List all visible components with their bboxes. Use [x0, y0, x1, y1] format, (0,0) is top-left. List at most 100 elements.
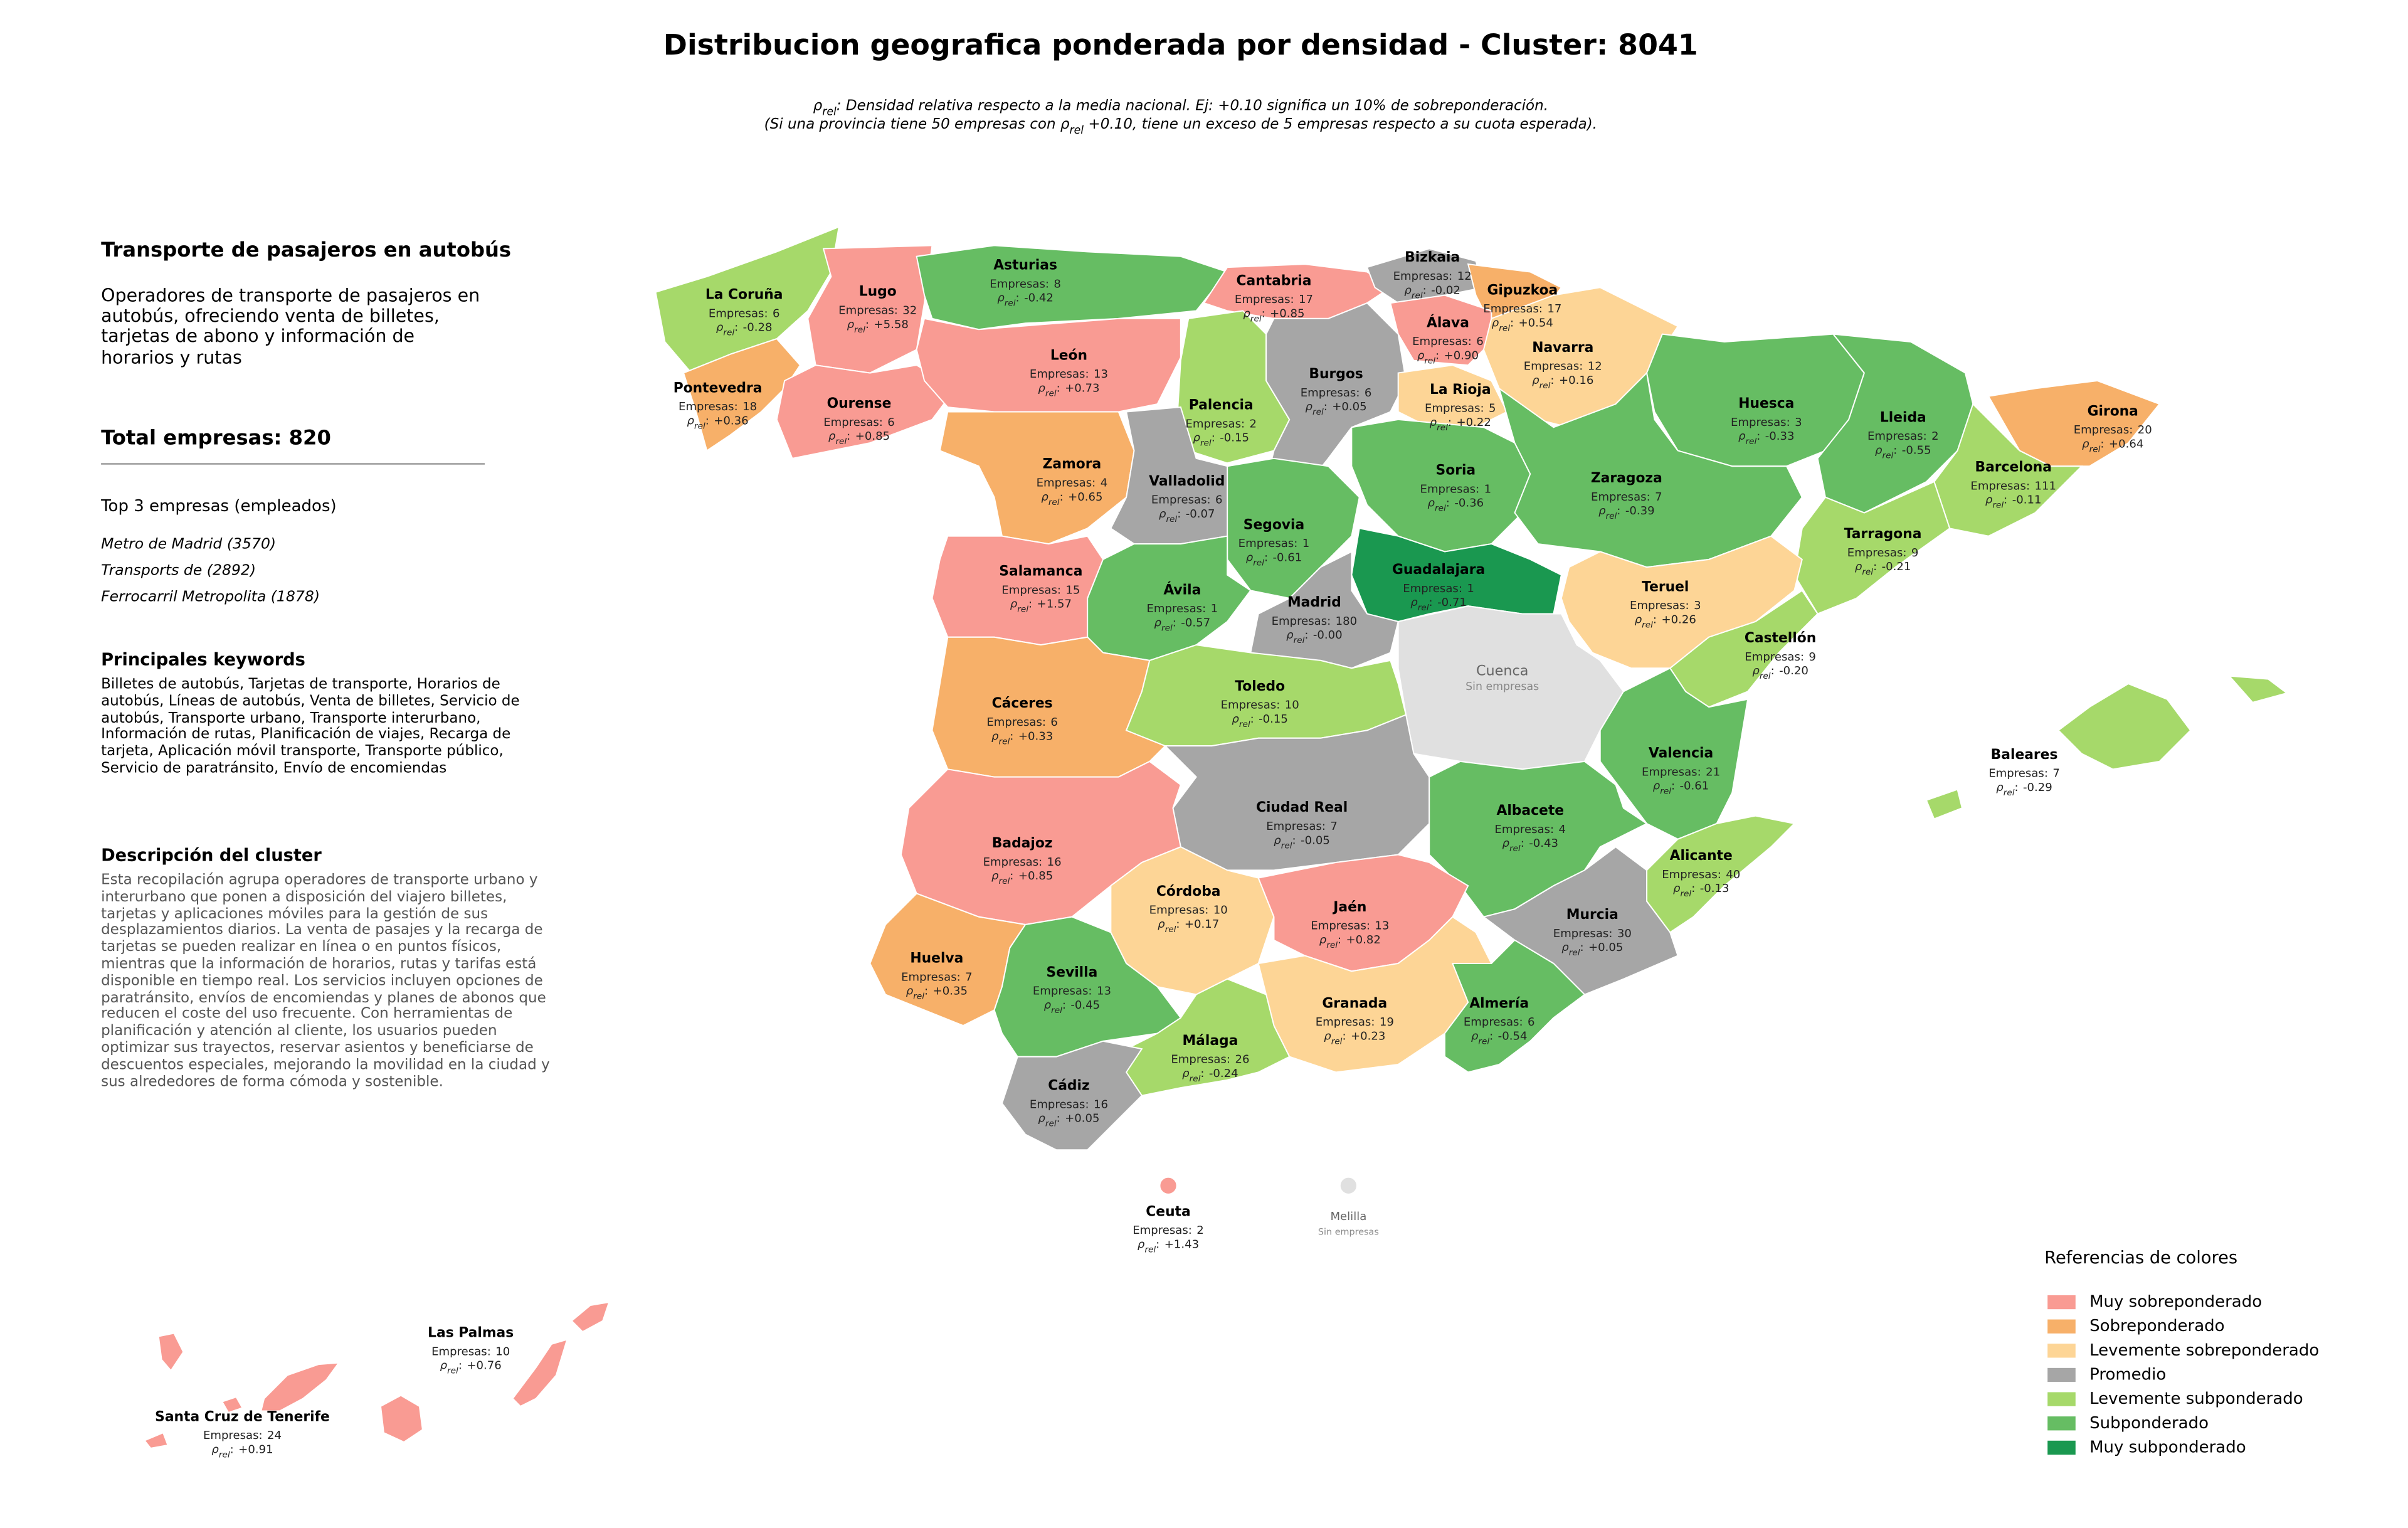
empresas-value: 180	[1336, 615, 1358, 628]
province-shape	[776, 364, 957, 459]
province-name: Palencia	[1189, 398, 1254, 413]
rho-subscript: rel	[1606, 511, 1617, 521]
rho-subscript: rel	[1437, 423, 1448, 433]
empresas-value: 9	[1911, 546, 1919, 560]
empresas-label: Empresas:	[1301, 386, 1360, 400]
empresas-line: Empresas: 1	[1403, 582, 1474, 595]
rho-symbol: ρ	[1158, 918, 1165, 931]
rho-symbol: ρ	[1738, 430, 1746, 443]
rho-suffix: :	[1264, 551, 1268, 564]
rho-value: -0.54	[1498, 1029, 1528, 1043]
empresas-label: Empresas:	[1235, 293, 1294, 306]
subtitle-line: ρrel: Densidad relativa respecto a la me…	[813, 97, 1548, 119]
empresas-line: Empresas: 6	[1464, 1016, 1535, 1029]
empresas-line: Empresas: 9	[1847, 546, 1919, 560]
rho-suffix: :	[1250, 713, 1254, 726]
empresas-line: Empresas: 3	[1731, 416, 1802, 429]
rho-line: ρrel: +0.22	[1430, 416, 1491, 433]
province-name: Cáceres	[992, 696, 1053, 711]
legend-swatch	[2047, 1416, 2076, 1431]
rho-value: -0.61	[1272, 551, 1302, 564]
rho-symbol: ρ	[1154, 616, 1162, 629]
empresas-line: Empresas: 1	[1420, 482, 1492, 496]
province-name: Granada	[1322, 995, 1387, 1011]
rho-value: -0.05	[1301, 834, 1330, 847]
empresas-line: Empresas: 12	[1393, 270, 1472, 283]
rho-line: ρrel: -0.43	[1502, 837, 1558, 854]
empresas-label: Empresas:	[1553, 927, 1613, 940]
empresas-value: 6	[1050, 716, 1058, 729]
rho-value: -0.45	[1070, 999, 1100, 1012]
rho-subscript: rel	[854, 325, 865, 335]
rho-value: +0.54	[1519, 316, 1553, 329]
province-shape	[1793, 480, 1951, 615]
rho-suffix: :	[1057, 381, 1060, 395]
rho-line: ρrel: -0.39	[1598, 504, 1655, 521]
rho-subscript: rel	[1165, 925, 1176, 935]
rho-value: +1.43	[1164, 1238, 1199, 1251]
rho-value: +0.23	[1351, 1029, 1385, 1043]
rho-line: ρrel: +1.57	[1010, 598, 1072, 615]
province-name: Ávila	[1163, 581, 1201, 598]
province-shape	[869, 893, 1027, 1027]
rho-subscript: rel	[1883, 450, 1894, 460]
empresas-label: Empresas:	[203, 1429, 263, 1442]
rho-subscript: rel	[1161, 623, 1173, 633]
empresas-label: Empresas:	[1662, 868, 1721, 881]
rho-symbol: ρ	[1010, 598, 1018, 611]
rho-line: ρrel: -0.71	[1410, 596, 1467, 613]
province-name: Valladolid	[1149, 474, 1225, 489]
empresas-value: 17	[1547, 302, 1561, 316]
rho-subscript: rel	[2004, 788, 2015, 798]
rho-subscript: rel	[2089, 445, 2101, 455]
empresas-value: 5	[1489, 402, 1496, 415]
empresas-label: Empresas:	[1524, 360, 1583, 373]
total-value: 820	[288, 427, 331, 451]
empresas-value: 4	[1559, 823, 1566, 836]
no-data-label: Sin empresas	[1318, 1228, 1379, 1238]
rho-value: -0.42	[1024, 292, 1054, 305]
empresas-value: 6	[1365, 386, 1372, 400]
empresas-line: Empresas: 40	[1662, 868, 1740, 881]
side-panel: Transporte de pasajeros en autobús Opera…	[101, 240, 550, 1090]
empresas-label: Empresas:	[1001, 583, 1061, 597]
rho-symbol: ρ	[906, 985, 914, 998]
rho-suffix: :	[1028, 598, 1032, 611]
empresas-value: 17	[1299, 293, 1313, 306]
province-name: Melilla	[1330, 1210, 1366, 1223]
province-name: Bizkaia	[1405, 250, 1460, 265]
rho-line: ρrel: +0.85	[1243, 307, 1304, 324]
empresas-line: Empresas: 6	[1412, 335, 1484, 348]
legend-title: Referencias de colores	[2044, 1248, 2237, 1268]
rho-symbol: ρ	[1417, 349, 1425, 362]
rho-value: -0.02	[1431, 284, 1460, 297]
province-name: Cantabria	[1237, 273, 1312, 289]
rho-line: ρrel: +0.16	[1532, 374, 1593, 391]
province-shape	[655, 226, 840, 374]
province-name: Tarragona	[1844, 526, 1922, 542]
empresas-label: Empresas:	[1030, 1098, 1089, 1111]
empresas-line: Empresas: 18	[679, 400, 757, 413]
rho-subscript: rel	[1312, 407, 1324, 417]
rho-value: -0.71	[1437, 596, 1467, 609]
empresas-label: Empresas:	[1266, 820, 1326, 833]
rho-symbol: ρ	[991, 869, 999, 883]
province-name: Albacete	[1496, 803, 1564, 819]
legend-swatch	[2047, 1367, 2076, 1382]
empresas-value: 7	[1655, 491, 1662, 504]
rho-subscript: rel	[1642, 620, 1653, 630]
province-shape	[143, 1332, 341, 1449]
province-shape	[1497, 371, 1803, 568]
rho-subscript: rel	[1862, 567, 1873, 577]
rho-subscript: rel	[447, 1366, 458, 1376]
rho-symbol: ρ	[1598, 504, 1606, 517]
empresas-line: Empresas: 6	[986, 716, 1058, 729]
rho-line: ρrel: +0.05	[1561, 941, 1623, 958]
rho-subscript: rel	[1509, 844, 1521, 854]
rho-line: ρrel: +0.82	[1319, 933, 1381, 950]
empresas-label: Empresas:	[1037, 476, 1096, 489]
province-shape	[1817, 333, 1974, 514]
rho-suffix: :	[1342, 1029, 1346, 1043]
province-name: Cuenca	[1476, 663, 1528, 679]
